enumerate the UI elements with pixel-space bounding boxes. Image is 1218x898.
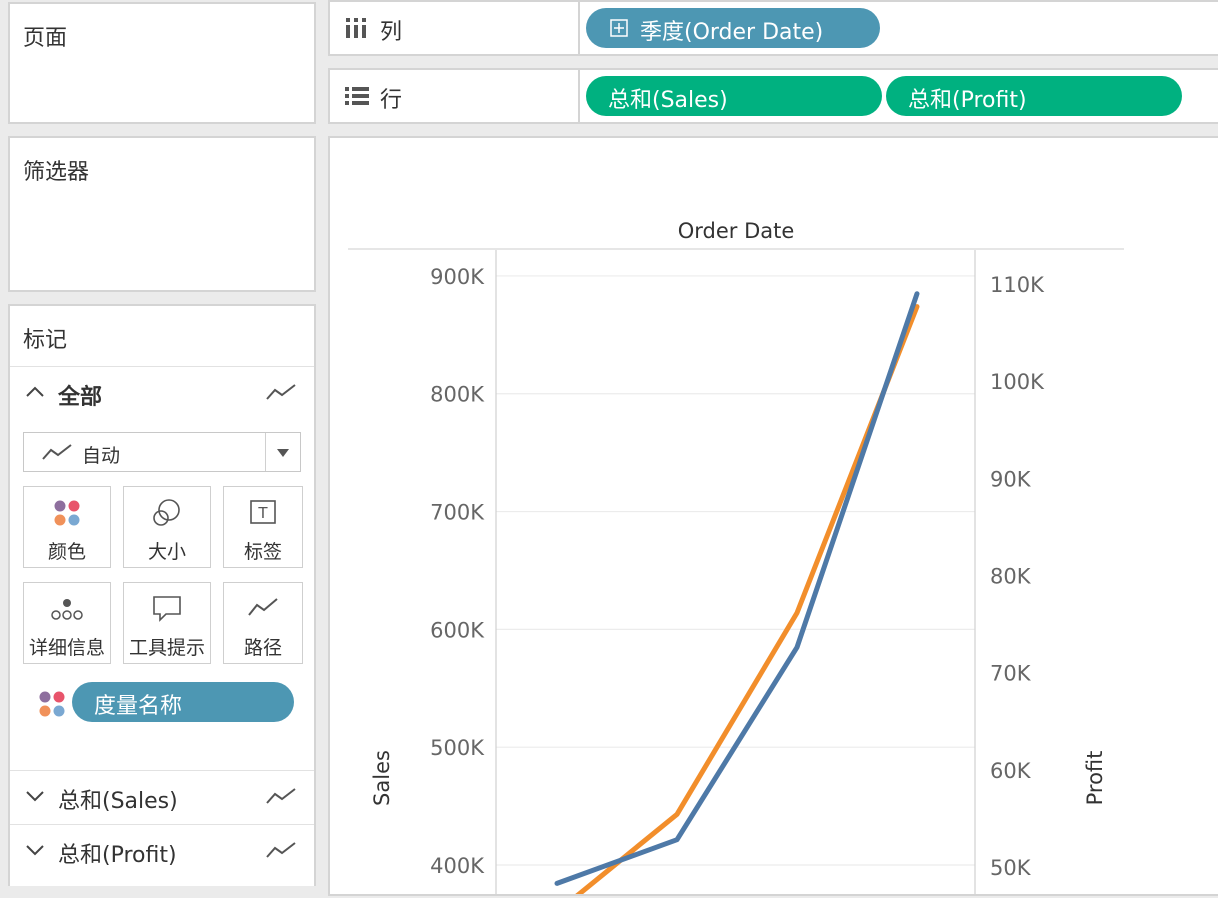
chevron-down-icon[interactable] [24, 839, 46, 861]
color-button[interactable]: 颜色 [23, 486, 111, 568]
y2-tick-label: 70K [990, 662, 1032, 686]
rows-icon [345, 87, 369, 105]
chevron-up-icon[interactable] [24, 381, 46, 403]
columns-shelf[interactable]: 列 季度(Order Date) [328, 0, 1218, 56]
measure-names-pill[interactable]: 度量名称 [72, 682, 294, 722]
sum-sales-pill-label: 总和(Sales) [608, 88, 728, 113]
color-legend-icon [39, 691, 65, 717]
y2-tick-label: 60K [990, 759, 1032, 783]
pages-title: 页面 [23, 26, 68, 51]
size-button[interactable]: 大小 [123, 486, 211, 568]
rows-shelf[interactable]: 行 总和(Sales) 总和(Profit) [328, 68, 1218, 124]
color-dots-icon [54, 500, 80, 526]
marks-sales-label: 总和(Sales) [58, 789, 178, 814]
series-line-sales [570, 304, 920, 898]
filters-card[interactable]: 筛选器 [8, 136, 316, 292]
label-button[interactable]: T 标签 [223, 486, 303, 568]
chart-header-title: Order Date [678, 219, 795, 243]
y-tick-label: 700K [430, 501, 485, 525]
detail-dots-icon [51, 599, 83, 620]
y2-tick-label: 90K [990, 467, 1032, 491]
y-tick-label: 800K [430, 383, 485, 407]
y-tick-label: 400K [430, 854, 485, 878]
expand-plus-icon[interactable] [610, 19, 628, 37]
quarter-order-date-pill[interactable]: 季度(Order Date) [586, 8, 880, 48]
marks-all-label: 全部 [58, 385, 103, 410]
shelf-divider [578, 2, 580, 54]
filters-title: 筛选器 [23, 160, 90, 185]
sum-sales-pill[interactable]: 总和(Sales) [586, 76, 882, 116]
label-button-label: 标签 [243, 541, 282, 563]
line-mark-icon [266, 384, 296, 400]
series-line-profit [554, 291, 920, 886]
sum-profit-pill[interactable]: 总和(Profit) [886, 76, 1182, 116]
marks-profit-row[interactable]: 总和(Profit) [10, 824, 314, 877]
marks-card: 标记 全部 自动 颜色 [8, 304, 316, 886]
y2-tick-label: 50K [990, 856, 1032, 880]
measure-names-pill-label: 度量名称 [94, 694, 183, 719]
tooltip-button[interactable]: 工具提示 [123, 582, 211, 664]
line-mark-icon [266, 788, 296, 804]
y2-tick-label: 100K [990, 370, 1045, 394]
shelf-divider [578, 70, 580, 122]
y-tick-label: 600K [430, 618, 485, 642]
y-tick-label: 500K [430, 736, 485, 760]
path-button[interactable]: 路径 [223, 582, 303, 664]
marks-profit-label: 总和(Profit) [58, 843, 177, 868]
view-area[interactable]: Order Date 900K 800K 700K 600K 500K 400K 110K 10… [328, 136, 1218, 898]
mark-type-value: 自动 [82, 445, 121, 467]
y2-tick-label: 110K [990, 273, 1045, 297]
select-divider [265, 433, 266, 471]
marks-all-row[interactable]: 全部 [10, 366, 314, 419]
svg-text:T: T [257, 504, 268, 522]
text-label-icon: T [250, 500, 276, 524]
size-circles-icon [153, 499, 180, 526]
detail-button[interactable]: 详细信息 [23, 582, 111, 664]
chevron-down-icon[interactable] [24, 785, 46, 807]
tooltip-button-label: 工具提示 [128, 637, 205, 659]
columns-label: 列 [380, 20, 403, 45]
line-mark-icon [42, 444, 72, 460]
mark-type-select[interactable]: 自动 [23, 432, 301, 472]
dropdown-arrow-icon[interactable] [276, 448, 290, 458]
y-axis-title: Sales [370, 750, 394, 806]
path-button-label: 路径 [243, 637, 282, 659]
quarter-order-date-pill-label: 季度(Order Date) [640, 20, 824, 45]
pages-card[interactable]: 页面 [8, 2, 316, 124]
marks-sales-row[interactable]: 总和(Sales) [10, 770, 314, 823]
marks-title: 标记 [23, 328, 68, 353]
columns-icon [346, 18, 366, 38]
line-chart[interactable]: Order Date 900K 800K 700K 600K 500K 400K 110K 10… [330, 138, 1218, 898]
y2-tick-label: 80K [990, 564, 1032, 588]
detail-button-label: 详细信息 [28, 637, 105, 659]
size-button-label: 大小 [147, 541, 186, 563]
line-mark-icon [266, 842, 296, 858]
y2-axis-title: Profit [1083, 751, 1107, 806]
sum-profit-pill-label: 总和(Profit) [908, 88, 1027, 113]
color-button-label: 颜色 [47, 541, 86, 563]
tooltip-bubble-icon [153, 596, 181, 622]
path-line-icon [248, 598, 278, 616]
rows-label: 行 [380, 88, 403, 113]
y-tick-label: 900K [430, 265, 485, 289]
